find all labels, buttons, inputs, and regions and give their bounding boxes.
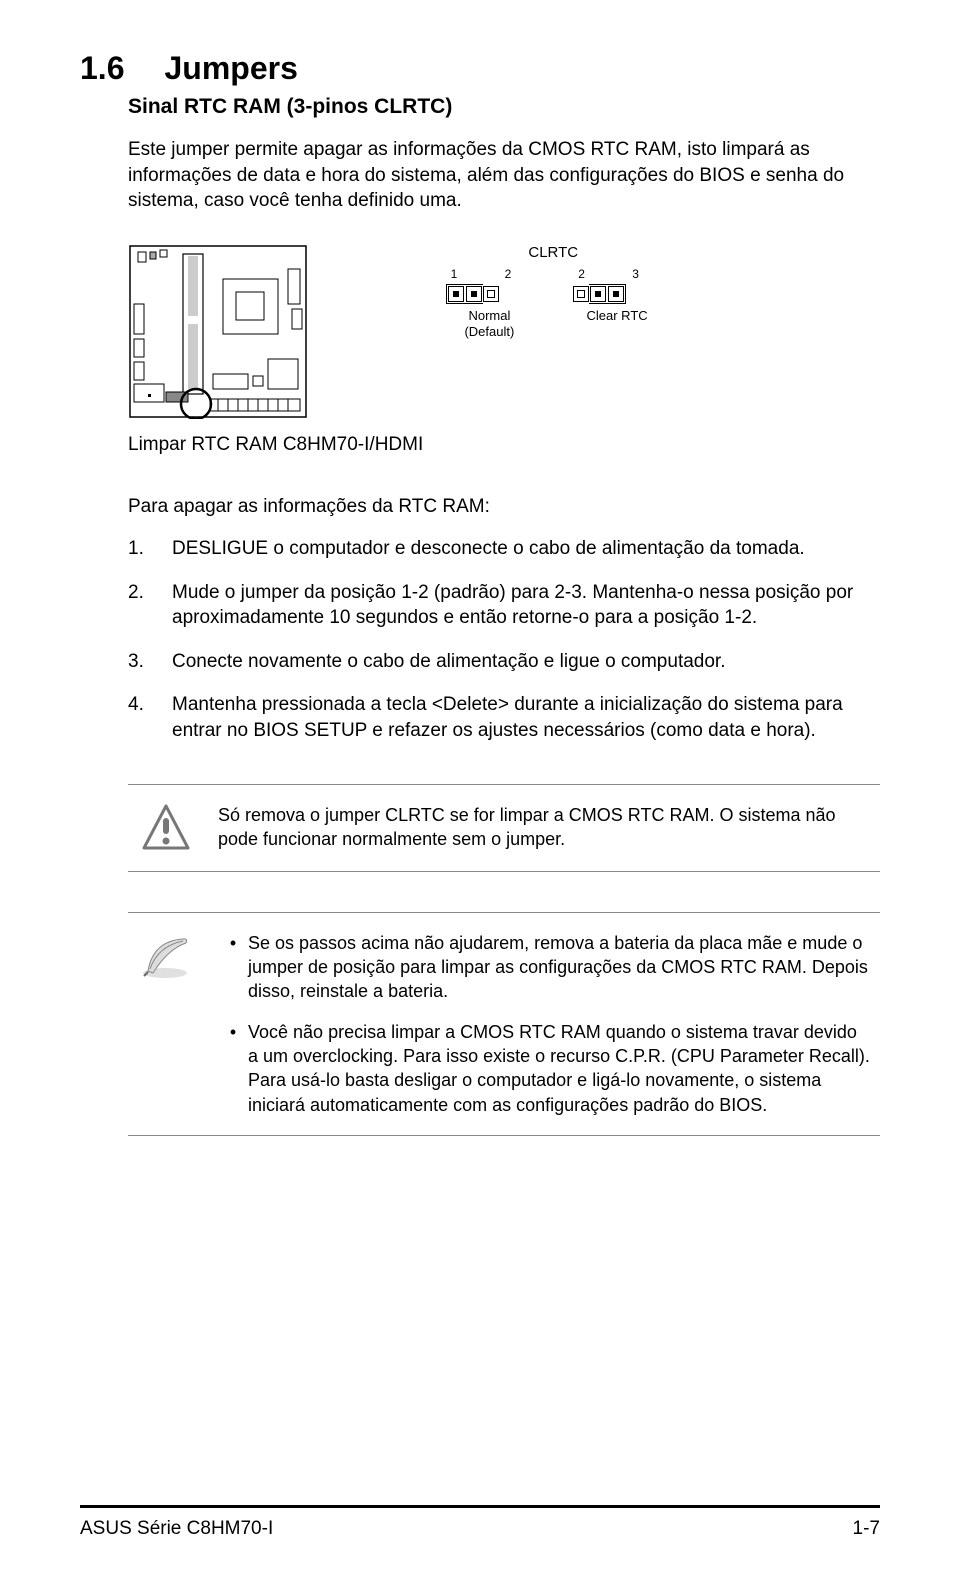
step-number: 1. (128, 536, 172, 562)
warning-text: Só remova o jumper CLRTC se for limpar a… (218, 803, 870, 852)
clrtc-label: CLRTC (453, 244, 653, 261)
tip-item: • Você não precisa limpar a CMOS RTC RAM… (218, 1020, 870, 1117)
pin-numbers-clear: 2 3 (573, 267, 661, 281)
diagram-left-col: Limpar RTC RAM C8HM70-I/HDMI (128, 244, 423, 456)
step-item: 1. DESLIGUE o computador e desconecte o … (128, 536, 880, 562)
diagram-caption: Limpar RTC RAM C8HM70-I/HDMI (128, 434, 423, 456)
footer-right: 1-7 (853, 1518, 880, 1540)
step-item: 2. Mude o jumper da posição 1-2 (padrão)… (128, 580, 880, 631)
step-text: Mantenha pressionada a tecla <Delete> du… (172, 692, 880, 743)
step-item: 4. Mantenha pressionada a tecla <Delete>… (128, 692, 880, 743)
tip-item: • Se os passos acima não ajudarem, remov… (218, 931, 870, 1004)
step-number: 2. (128, 580, 172, 631)
step-number: 3. (128, 649, 172, 675)
step-item: 3. Conecte novamente o cabo de alimentaç… (128, 649, 880, 675)
motherboard-illustration (128, 244, 308, 419)
warning-note: Só remova o jumper CLRTC se for limpar a… (128, 784, 880, 872)
page-footer: ASUS Série C8HM70-I 1-7 (80, 1505, 880, 1540)
jumper-normal-label: Normal (Default) (446, 308, 534, 339)
jumper-normal: 1 2 Normal (Default) (446, 267, 534, 339)
jumper-positions: CLRTC 1 2 Normal (Default) 2 3 (453, 244, 653, 339)
step-text: Mude o jumper da posição 1-2 (padrão) pa… (172, 580, 880, 631)
steps-heading: Para apagar as informações da RTC RAM: (128, 496, 880, 518)
pen-icon (138, 931, 193, 981)
tips-note: • Se os passos acima não ajudarem, remov… (128, 912, 880, 1136)
steps-list: 1. DESLIGUE o computador e desconecte o … (128, 536, 880, 744)
step-text: DESLIGUE o computador e desconecte o cab… (172, 536, 880, 562)
tips-text: • Se os passos acima não ajudarem, remov… (218, 931, 870, 1117)
jumper-clear-label: Clear RTC (573, 308, 661, 324)
warning-icon (138, 803, 193, 853)
step-number: 4. (128, 692, 172, 743)
footer-left: ASUS Série C8HM70-I (80, 1518, 273, 1540)
section-number: 1.6 (80, 50, 124, 86)
bullet-icon: • (218, 931, 248, 1004)
intro-paragraph: Este jumper permite apagar as informaçõe… (128, 137, 880, 214)
tip-text: Você não precisa limpar a CMOS RTC RAM q… (248, 1020, 870, 1117)
tip-text: Se os passos acima não ajudarem, remova … (248, 931, 870, 1004)
pin-numbers-normal: 1 2 (446, 267, 534, 281)
section-subtitle: Sinal RTC RAM (3-pinos CLRTC) (128, 95, 880, 119)
jumper-diagram: Limpar RTC RAM C8HM70-I/HDMI CLRTC 1 2 N… (128, 244, 880, 456)
step-text: Conecte novamente o cabo de alimentação … (172, 649, 880, 675)
section-title-text: Jumpers (164, 50, 297, 86)
section-heading: 1.6 Jumpers (80, 50, 880, 87)
jumper-clear: 2 3 Clear RTC (573, 267, 661, 339)
bullet-icon: • (218, 1020, 248, 1117)
